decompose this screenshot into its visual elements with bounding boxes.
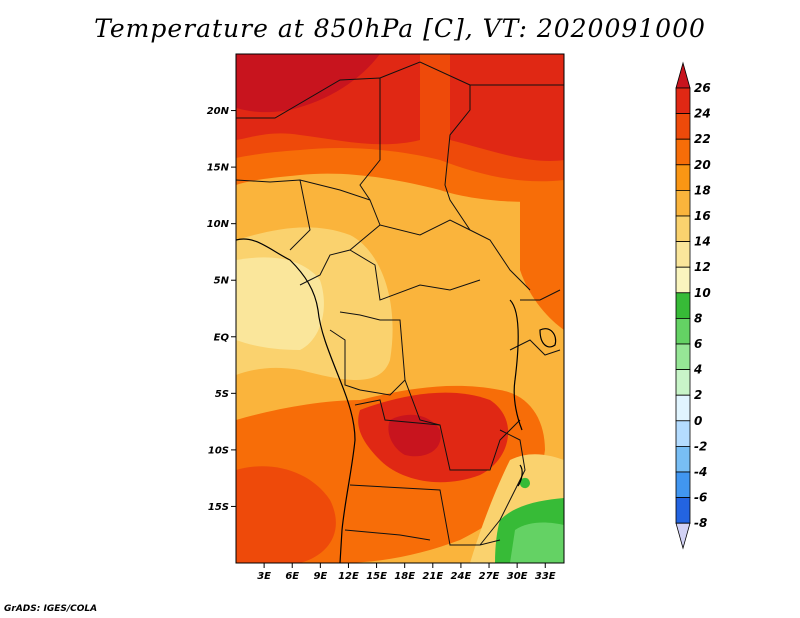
cool-spot: [520, 477, 530, 489]
colorbar-segment: [675, 87, 691, 115]
lon-tick-label: 12E: [338, 571, 359, 582]
lat-tick-label: 20N: [207, 106, 230, 117]
longitude-axis: 3E 6E 9E 12E 15E 18E 21E 24E 27E 30E 33E: [257, 563, 556, 582]
colorbar-label: 0: [694, 414, 702, 428]
country-borders: [236, 61, 564, 546]
colorbar-label: 26: [694, 81, 711, 95]
colorbar-segment: [675, 420, 691, 447]
colorbar-segment: [675, 445, 691, 473]
colorbar-label: 8: [694, 311, 702, 325]
lat-tick-label: 15S: [208, 502, 229, 513]
colorbar-segment: [675, 394, 691, 422]
lon-tick-label: 15E: [366, 571, 387, 582]
lon-tick-label: 24E: [451, 571, 472, 582]
lat-tick-label: 15N: [207, 163, 230, 174]
lake-tanganyika: [509, 299, 523, 431]
lon-tick-label: 9E: [313, 571, 327, 582]
lake-malawi: [517, 464, 523, 487]
colorbar-label: 20: [694, 158, 711, 172]
lon-tick-label: 3E: [257, 571, 271, 582]
colorbar-segment: [675, 241, 691, 268]
colorbar-label: 6: [694, 337, 702, 351]
colorbar-label: 16: [694, 209, 711, 223]
lon-tick-label: 33E: [535, 571, 556, 582]
lat-tick-label: 5S: [215, 389, 229, 400]
colorbar-top-triangle: [675, 61, 691, 89]
colorbar-bottom-triangle: [675, 522, 691, 550]
coastal-cool-zone: [236, 257, 324, 350]
colorbar-segment: [675, 138, 691, 166]
lat-tick-label: EQ: [214, 332, 230, 343]
lon-tick-label: 6E: [285, 571, 299, 582]
colorbar-segment: [675, 317, 691, 345]
southwest-warm: [236, 466, 336, 563]
colorbar-segment: [675, 215, 691, 243]
lon-tick-label: 21E: [422, 571, 443, 582]
lon-tick-label: 27E: [479, 571, 500, 582]
colorbar-label: 2: [694, 388, 702, 402]
colorbar-label: 18: [694, 183, 711, 197]
colorbar-segment: [675, 266, 691, 294]
lat-tick-label: 5N: [214, 276, 230, 287]
lat-tick-label: 10N: [207, 219, 230, 230]
east-warm: [520, 200, 564, 330]
chart-title: Temperature at 850hPa [C], VT: 202009100…: [94, 14, 706, 43]
colorbar-label: 10: [694, 286, 711, 300]
sahara-hottest: [236, 54, 380, 113]
southern-hottest: [388, 414, 441, 457]
latitude-axis: 20N 15N 10N 5N EQ 5S 10S 15S: [207, 106, 236, 513]
colorbar-segment: [675, 497, 691, 524]
colorbar-label: 4: [693, 363, 702, 377]
colorbar-label: 22: [694, 132, 711, 146]
colorbar-label: -4: [694, 465, 707, 479]
colorbar-label: -8: [694, 516, 707, 530]
southeast-cooler: [510, 522, 564, 563]
colorbar-label: 12: [694, 260, 711, 274]
colorbar-label: 24: [694, 107, 711, 121]
colorbar-segment: [675, 471, 691, 499]
temperature-field: [236, 54, 564, 563]
lat-tick-label: 10S: [208, 445, 229, 456]
colorbar-segment: [675, 292, 691, 319]
lon-tick-label: 30E: [507, 571, 528, 582]
colorbar-label: -2: [694, 439, 707, 453]
colorbar-segment: [675, 113, 691, 140]
lake-victoria: [539, 328, 557, 348]
lakes: [509, 299, 557, 487]
credit-text: GrADS: IGES/COLA: [4, 604, 98, 614]
colorbar-segment: [675, 189, 691, 217]
map-frame: [235, 53, 565, 564]
colorbar-segment: [675, 164, 691, 191]
colorbar-label: 14: [694, 235, 711, 249]
colorbar-segment: [675, 343, 691, 371]
colorbar-segment: [675, 369, 691, 396]
sahara-hot-east: [236, 54, 564, 161]
lon-tick-label: 18E: [394, 571, 415, 582]
colorbar-label: -6: [694, 491, 707, 505]
coastline: [236, 238, 356, 563]
